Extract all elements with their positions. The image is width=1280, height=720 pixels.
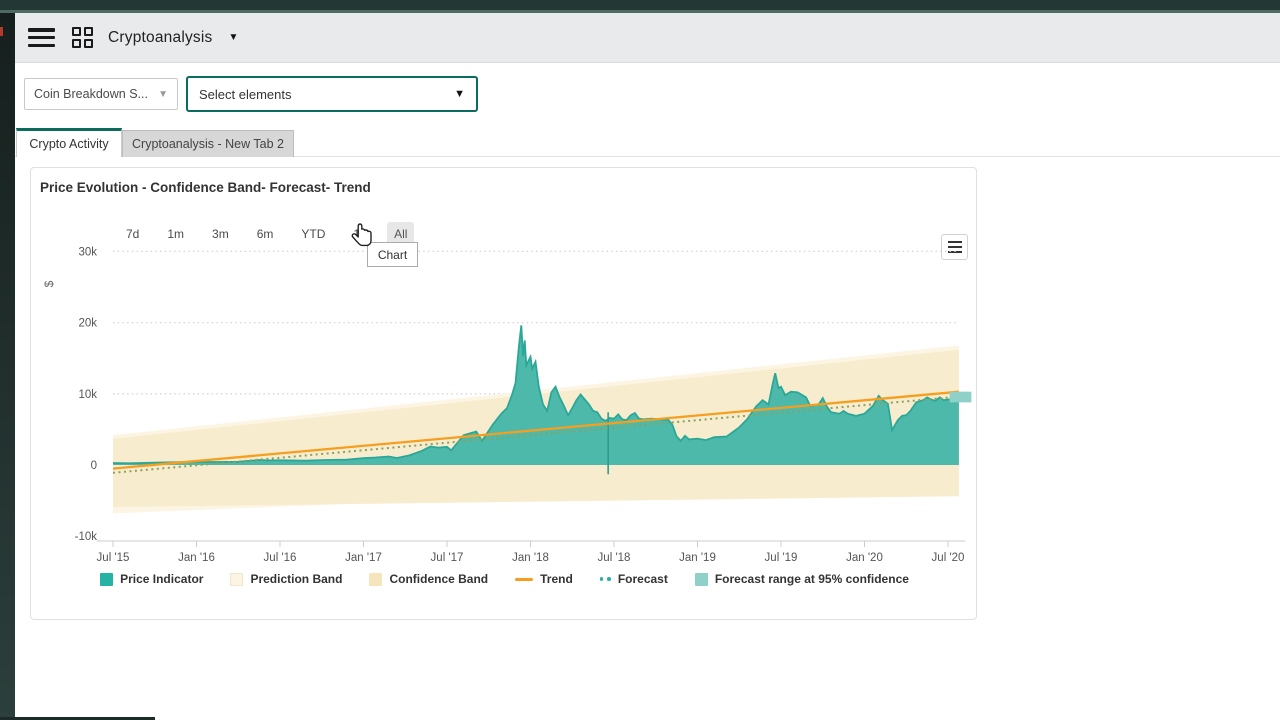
svg-text:Jan '16: Jan '16: [178, 552, 215, 564]
coin-breakdown-label: Coin Breakdown S...: [34, 87, 148, 101]
chart-legend: Price Indicator Prediction Band Confidence…: [31, 572, 978, 586]
legend-label: Confidence Band: [389, 572, 488, 586]
legend-label: Forecast range at 95% confidence: [715, 572, 909, 586]
svg-text:Jan '19: Jan '19: [679, 552, 716, 564]
legend-swatch: [369, 573, 382, 586]
legend-item[interactable]: Forecast range at 95% confidence: [695, 572, 909, 586]
svg-text:0: 0: [91, 460, 97, 472]
legend-swatch: [515, 578, 533, 581]
window-top-strip: [0, 0, 1280, 10]
svg-text:Jan '20: Jan '20: [846, 552, 883, 564]
svg-text:Jul '16: Jul '16: [264, 552, 297, 564]
x-axis-ticks: Jul '15 Jan '16 Jul '16 Jan '17 Jul '17 Jan '…: [97, 541, 965, 564]
select-elements-dropdown[interactable]: Select elements ▼: [186, 76, 478, 112]
left-edge-strip: [0, 13, 15, 720]
legend-item[interactable]: Prediction Band: [230, 572, 342, 586]
svg-text:10k: 10k: [78, 389, 97, 401]
tab-crypto-activity[interactable]: Crypto Activity: [16, 128, 122, 157]
screen: Cryptoanalysis ▼ Coin Breakdown S... ▼ S…: [0, 0, 1280, 720]
left-edge-red-mark: [0, 27, 3, 36]
svg-text:Jan '17: Jan '17: [345, 552, 382, 564]
coin-breakdown-select[interactable]: Coin Breakdown S... ▼: [24, 78, 178, 110]
app-title: Cryptoanalysis: [108, 29, 212, 47]
apps-grid-icon[interactable]: [72, 27, 93, 48]
hand-cursor-icon: [350, 222, 376, 252]
svg-text:Jul '19: Jul '19: [765, 552, 798, 564]
select-elements-label: Select elements: [199, 87, 292, 102]
tab-cryptoanalysis-new-tab-2[interactable]: Cryptoanalysis - New Tab 2: [122, 130, 294, 157]
svg-text:20k: 20k: [78, 318, 97, 330]
app-title-caret-icon[interactable]: ▼: [228, 32, 238, 43]
svg-text:Jul '15: Jul '15: [97, 552, 130, 564]
legend-swatch: [100, 573, 113, 586]
menu-hamburger-icon[interactable]: [28, 28, 55, 47]
svg-text:Jul '20: Jul '20: [932, 552, 965, 564]
svg-text:Jan '18: Jan '18: [512, 552, 549, 564]
svg-text:Jul '18: Jul '18: [598, 552, 631, 564]
forecast-range-marker: [950, 392, 972, 403]
chevron-down-icon: ▼: [454, 88, 465, 100]
svg-text:-10k: -10k: [75, 531, 98, 543]
legend-swatch: [695, 573, 708, 586]
y-axis-title: $: [42, 280, 56, 287]
legend-item[interactable]: Forecast: [600, 572, 668, 586]
legend-label: Price Indicator: [120, 572, 203, 586]
price-chart[interactable]: Jul '15 Jan '16 Jul '16 Jan '17 Jul '17 Jan '…: [31, 218, 978, 620]
legend-label: Prediction Band: [250, 572, 342, 586]
legend-label: Forecast: [618, 572, 668, 586]
svg-text:Jul '17: Jul '17: [431, 552, 464, 564]
legend-swatch: [230, 573, 243, 586]
chevron-down-icon: ▼: [158, 89, 168, 100]
legend-item[interactable]: Price Indicator: [100, 572, 203, 586]
chart-card: Price Evolution - Confidence Band- Forec…: [30, 167, 977, 620]
legend-item[interactable]: Confidence Band: [369, 572, 488, 586]
app-header: Cryptoanalysis ▼: [15, 13, 1280, 63]
legend-swatch: [600, 577, 611, 581]
y-axis-labels: 30k 20k 10k 0 -10k: [75, 246, 98, 543]
svg-text:30k: 30k: [78, 246, 97, 258]
legend-label: Trend: [540, 572, 573, 586]
legend-item[interactable]: Trend: [515, 572, 573, 586]
chart-title: Price Evolution - Confidence Band- Forec…: [40, 180, 371, 195]
